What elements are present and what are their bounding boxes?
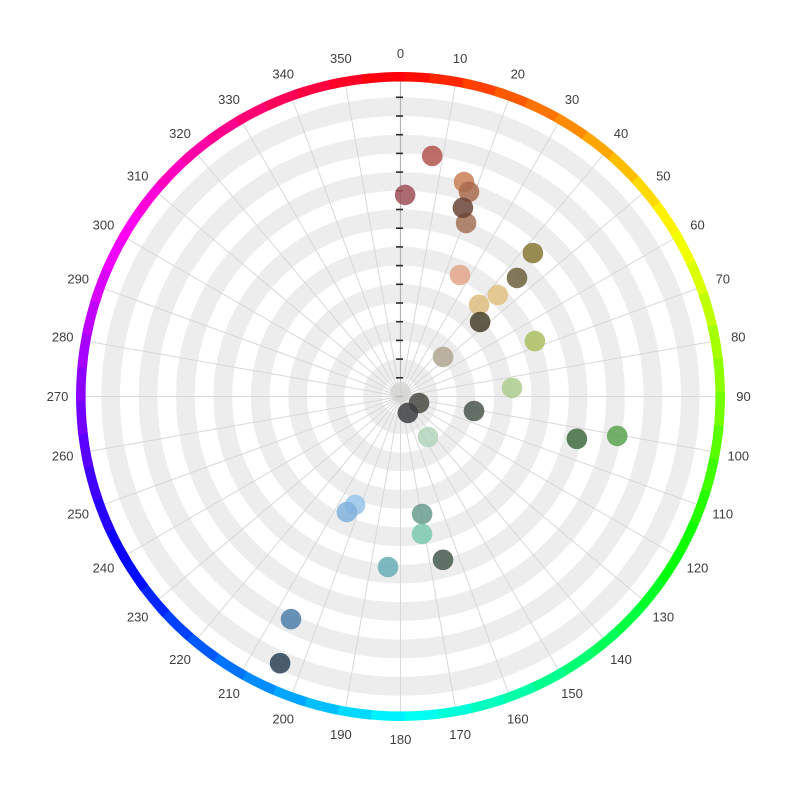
zero-degree-axis [396, 77, 403, 398]
angular-tick-label: 340 [272, 67, 294, 82]
hue-rim-segment [362, 72, 406, 84]
angular-tick-label: 210 [218, 686, 240, 701]
angular-tick-label: 260 [52, 449, 74, 464]
angular-tick-label: 0 [397, 46, 404, 61]
angular-tick-label: 280 [52, 329, 74, 344]
angular-tick-label: 120 [687, 561, 709, 576]
angular-tick-label: 100 [727, 449, 749, 464]
angular-tick-label: 320 [169, 126, 191, 141]
data-point[interactable] [463, 400, 485, 422]
grid-spoke [400, 287, 700, 397]
angular-tick-label: 240 [93, 561, 115, 576]
angular-tick-label: 80 [731, 329, 745, 344]
grid-spoke [344, 396, 401, 710]
angular-tick-label: 270 [47, 389, 69, 404]
grid-spoke [101, 396, 401, 506]
grid-spoke [241, 120, 401, 397]
angular-tick-label: 230 [127, 610, 149, 625]
data-point[interactable] [458, 181, 480, 203]
data-point[interactable] [280, 608, 302, 630]
angular-tick-label: 180 [390, 732, 412, 747]
angular-tick-label: 20 [511, 67, 525, 82]
grid-spoke [400, 396, 714, 453]
data-point[interactable] [390, 382, 411, 403]
data-point[interactable] [269, 652, 291, 674]
grid-spoke [124, 237, 401, 397]
angular-tick-labels: 0 10 20 30 40 50 60 70 80 90 100 110 120 130 140 150 160… [47, 46, 751, 747]
data-point[interactable] [432, 549, 454, 571]
grid-spoke [400, 340, 714, 397]
grid-spoke [344, 83, 401, 397]
data-point[interactable] [394, 184, 416, 206]
data-point[interactable] [452, 197, 474, 219]
angular-tick-label: 110 [712, 506, 733, 521]
data-point[interactable] [377, 556, 399, 578]
hue-color-wheel-rim [76, 72, 725, 721]
grid-spoke [291, 396, 401, 696]
angular-tick-label: 50 [656, 169, 670, 184]
angular-tick-label: 220 [169, 652, 191, 667]
angular-tick-label: 70 [716, 272, 730, 287]
angular-tick-label: 330 [218, 92, 240, 107]
angular-tick-label: 160 [507, 711, 529, 726]
angular-tick-label: 190 [330, 727, 352, 742]
grid-spoke [291, 97, 401, 397]
data-point[interactable] [469, 311, 491, 333]
data-point[interactable] [522, 242, 544, 264]
scatter-points [269, 145, 628, 674]
grid-spoke [400, 237, 677, 397]
data-point[interactable] [411, 503, 433, 525]
angular-tick-label: 90 [736, 389, 750, 404]
grid-spoke [400, 396, 457, 710]
data-point[interactable] [417, 426, 439, 448]
data-point[interactable] [506, 267, 528, 289]
angular-tick-label: 300 [93, 218, 115, 233]
data-point[interactable] [501, 377, 523, 399]
angular-tick-label: 290 [67, 272, 89, 287]
angular-tick-label: 40 [614, 126, 628, 141]
grid-spoke [400, 396, 510, 696]
grid-spoke [400, 120, 560, 397]
data-point[interactable] [397, 402, 419, 424]
data-point[interactable] [606, 425, 628, 447]
data-point[interactable] [566, 428, 588, 450]
angular-tick-label: 250 [67, 506, 89, 521]
angular-tick-label: 130 [652, 610, 674, 625]
angular-tick-label: 310 [127, 169, 149, 184]
angular-tick-label: 60 [690, 218, 704, 233]
angular-tick-label: 200 [272, 711, 294, 726]
grid-spoke [400, 83, 457, 397]
data-point[interactable] [524, 330, 546, 352]
angular-tick-label: 30 [565, 92, 579, 107]
data-point[interactable] [468, 294, 490, 316]
angular-tick-label: 170 [449, 727, 471, 742]
grid-spoke [156, 191, 401, 397]
grid-spoke [101, 287, 401, 397]
grid-spoke [195, 152, 401, 397]
grid-spoke [400, 97, 510, 397]
grid-spoke [400, 396, 645, 602]
data-point[interactable] [336, 501, 358, 523]
grid-spoke [241, 396, 401, 673]
grid-spoke [87, 396, 401, 453]
angular-tick-label: 140 [610, 652, 632, 667]
grid-spoke [124, 396, 401, 556]
grid-spoke [87, 340, 401, 397]
data-point[interactable] [432, 346, 454, 368]
angular-tick-label: 350 [330, 51, 352, 66]
data-point[interactable] [411, 523, 433, 545]
data-point[interactable] [421, 145, 443, 167]
grid-spoke [400, 396, 677, 556]
angular-tick-label: 10 [453, 51, 467, 66]
grid-spoke [156, 396, 401, 602]
data-point[interactable] [487, 284, 509, 306]
grid-spoke [195, 396, 401, 641]
grid-spoke [400, 396, 700, 506]
data-point[interactable] [449, 264, 471, 286]
angular-tick-label: 150 [561, 686, 583, 701]
